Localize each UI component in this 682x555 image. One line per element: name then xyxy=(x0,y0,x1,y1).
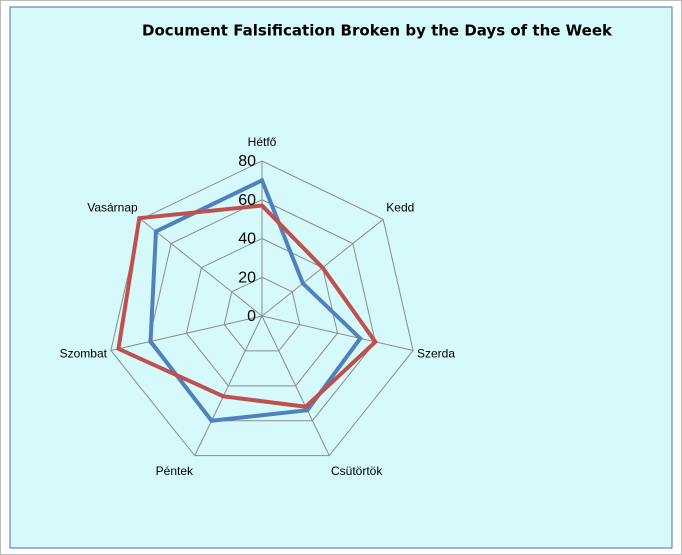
category-label: Csütörtök xyxy=(331,464,383,478)
spoke xyxy=(140,218,263,317)
spoke xyxy=(261,315,330,456)
grid-line xyxy=(223,276,301,352)
category-label: Vasárnap xyxy=(87,200,138,214)
category-label: Péntek xyxy=(156,464,194,478)
y-tick-label: 40 xyxy=(238,231,256,248)
spoke xyxy=(194,315,263,456)
grid-line xyxy=(148,199,376,422)
series-line xyxy=(148,177,363,423)
series-line xyxy=(116,203,378,409)
y-tick-label: 0 xyxy=(247,308,256,325)
y-tick-label: 20 xyxy=(238,269,256,286)
grid-line xyxy=(185,237,339,387)
category-label: Kedd xyxy=(386,200,414,214)
chart-area xyxy=(9,6,673,549)
category-label: Szombat xyxy=(60,347,108,361)
y-tick-label: 60 xyxy=(238,192,256,209)
spoke xyxy=(110,315,263,351)
chart-title: Document Falsification Broken by the Day… xyxy=(142,22,613,40)
y-tick-label: 80 xyxy=(238,153,256,170)
category-label: Hétfő xyxy=(248,135,277,149)
spoke xyxy=(261,315,414,351)
category-label: Szerda xyxy=(417,347,455,361)
